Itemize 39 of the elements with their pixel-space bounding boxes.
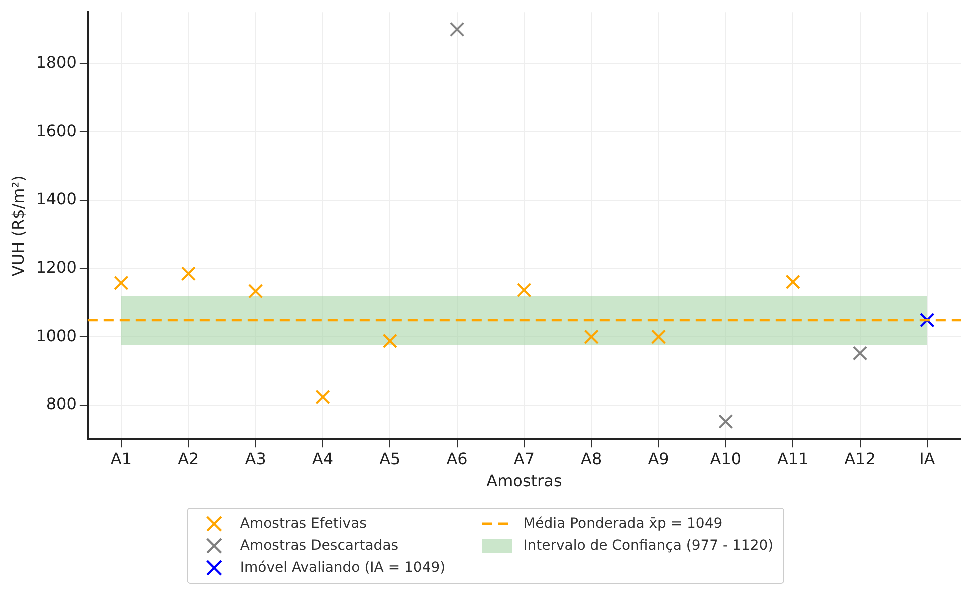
x-tick-label: A8 [581, 449, 602, 468]
point [114, 276, 129, 291]
y-tick-label: 1000 [36, 326, 77, 346]
y-tick-label: 800 [46, 394, 77, 414]
legend-label: Imóvel Avaliando (IA = 1049) [240, 560, 446, 576]
point [450, 22, 465, 38]
point [382, 334, 398, 349]
point [920, 313, 935, 328]
x-tick-label: A7 [514, 449, 536, 468]
x-tick-label: A12 [844, 449, 876, 468]
x-tick-label: A6 [446, 449, 468, 468]
x-tick-label: IA [920, 449, 936, 468]
point [584, 330, 599, 344]
x-tick-label: A2 [178, 449, 200, 468]
x-tick-label: A11 [777, 449, 809, 468]
y-axis-title: VUH (R$/m²) [8, 176, 28, 277]
y-tick-label: 1400 [36, 190, 77, 209]
x-tick-label: A9 [648, 449, 670, 468]
x-axis-title: Amostras [486, 472, 562, 491]
y-tick-label: 1200 [36, 258, 77, 277]
legend-label: Amostras Efetivas [240, 516, 367, 532]
legend-label: Intervalo de Confiança (977 - 1120) [524, 538, 774, 554]
point [786, 274, 800, 290]
point [316, 390, 330, 405]
point [248, 284, 264, 299]
x-tick-label: A3 [245, 449, 266, 468]
point [718, 414, 734, 430]
x-tick-label: A4 [312, 449, 334, 468]
point [517, 282, 532, 298]
legend-label: Média Ponderada x̄p = 1049 [524, 516, 723, 532]
point [651, 330, 666, 344]
x-tick-label: A5 [380, 449, 401, 468]
point [852, 346, 868, 361]
point [181, 266, 196, 282]
x-tick-label: A1 [110, 449, 132, 468]
legend-label: Amostras Descartadas [240, 538, 399, 554]
x-tick-label: A10 [710, 449, 742, 468]
y-tick-label: 1800 [36, 52, 77, 72]
y-tick-label: 1600 [36, 121, 77, 140]
